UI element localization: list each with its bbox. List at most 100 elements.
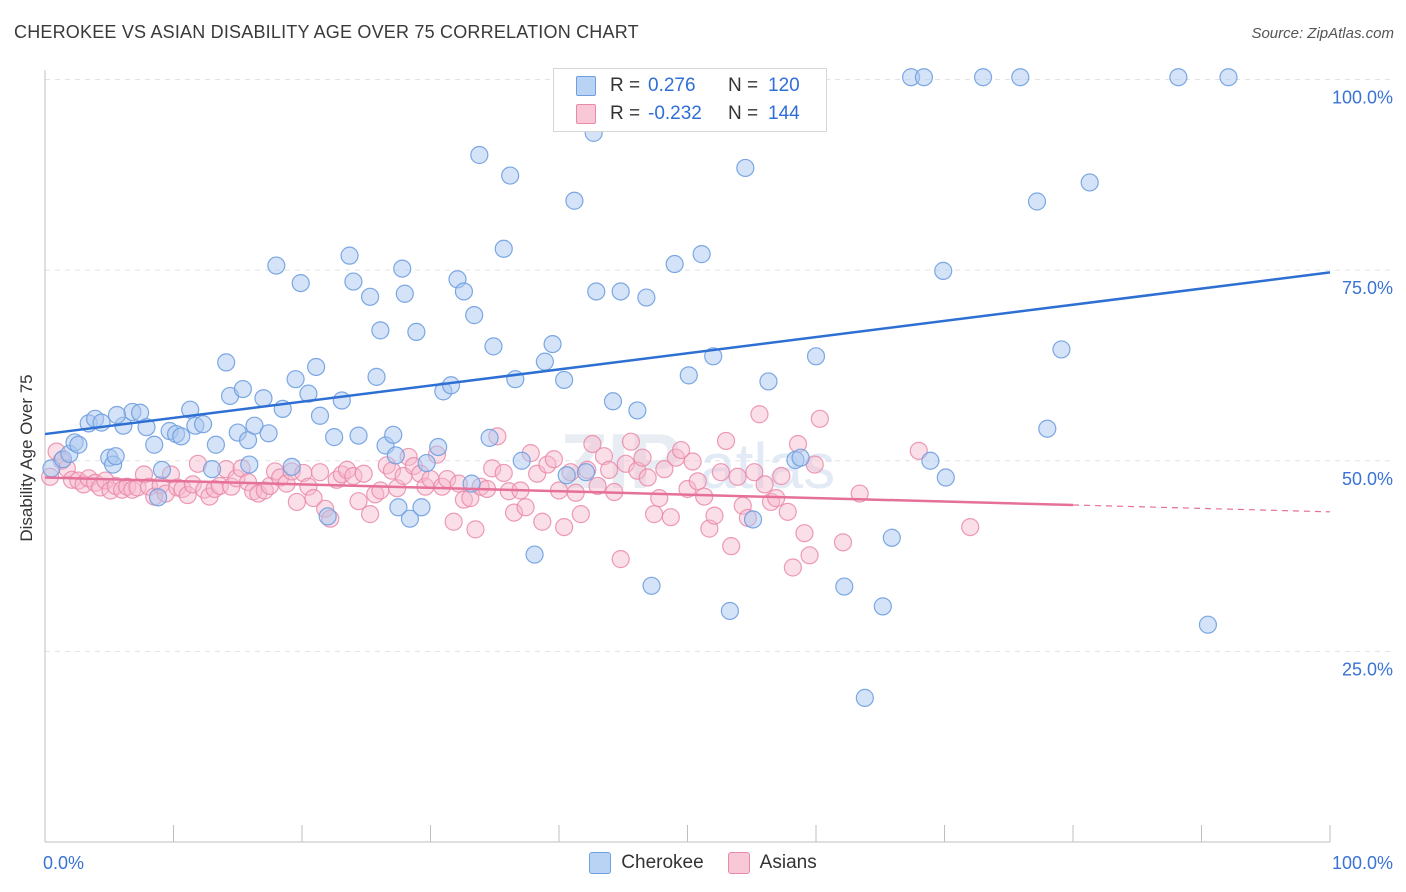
- legend-label-asians: Asians: [759, 852, 817, 873]
- y-tick-label: 75.0%: [1342, 278, 1393, 298]
- legend-item-asians: Asians: [727, 852, 817, 874]
- asians-point: [778, 502, 797, 521]
- legend-row-asians: R = -0.232 N = 144: [576, 101, 800, 127]
- chart-title: CHEROKEE VS ASIAN DISABILITY AGE OVER 75…: [14, 22, 639, 42]
- legend-item-cherokee: Cherokee: [589, 852, 704, 874]
- cherokee-point: [637, 288, 656, 307]
- asians-point: [533, 512, 552, 531]
- y-tick-label: 100.0%: [1332, 88, 1393, 108]
- series-legend: Cherokee Asians: [0, 852, 1406, 874]
- cherokee-point: [371, 321, 390, 340]
- cherokee-point: [914, 68, 934, 87]
- asians-point: [528, 464, 547, 483]
- asians-point: [178, 485, 197, 505]
- asians-point: [361, 505, 380, 524]
- r-value: 0.276: [648, 75, 696, 96]
- cherokee-point: [245, 416, 264, 435]
- cherokee-point: [254, 389, 273, 408]
- asians-point: [644, 505, 664, 524]
- gridlines: [45, 79, 1392, 652]
- cherokee-point: [973, 68, 993, 87]
- cherokee-point: [454, 282, 474, 301]
- asians-point: [695, 487, 714, 506]
- cherokee-point: [400, 509, 420, 528]
- x-tick-label: 0.0%: [43, 853, 84, 873]
- cherokee-point: [557, 466, 576, 485]
- cherokee-point: [628, 401, 647, 420]
- cherokee-point: [1011, 68, 1030, 87]
- asians-point: [783, 558, 802, 577]
- cherokee-point: [69, 435, 88, 454]
- cherokee-point: [806, 347, 826, 366]
- asians-point: [287, 492, 306, 512]
- cherokee-point: [936, 468, 955, 487]
- asians-point: [354, 464, 373, 483]
- cherokee-point: [736, 158, 755, 178]
- asians-point: [688, 472, 707, 491]
- cherokee-point: [407, 322, 426, 341]
- cherokee-point: [882, 528, 901, 547]
- asians-point: [555, 517, 574, 537]
- cherokee-point: [181, 400, 200, 419]
- asians-trend-line: [44, 476, 1074, 507]
- cherokee-point: [743, 510, 763, 529]
- cherokee-point: [441, 376, 461, 395]
- asians-point: [795, 524, 814, 543]
- asians-point: [705, 506, 724, 525]
- cherokee-point: [193, 415, 213, 434]
- cherokee-point: [384, 425, 403, 444]
- r-value: -0.232: [648, 103, 702, 124]
- asians-point: [678, 479, 697, 499]
- cherokee-trend-line: [44, 271, 1331, 436]
- cherokee-point: [512, 451, 531, 470]
- cherokee-point: [484, 337, 503, 356]
- cherokee-point: [318, 507, 337, 526]
- n-label: N =: [728, 75, 759, 96]
- cherokee-point: [1219, 68, 1238, 87]
- cherokee-legend-swatch: [589, 852, 612, 874]
- asians-point: [671, 440, 691, 460]
- cherokee-point: [282, 457, 301, 476]
- legend-label-cherokee: Cherokee: [621, 852, 704, 873]
- asians-point: [594, 447, 614, 466]
- asians-point: [716, 431, 736, 451]
- cherokee-point: [286, 370, 305, 389]
- cherokee-point: [642, 576, 661, 595]
- cherokee-point: [465, 306, 484, 325]
- cherokee-point: [873, 597, 892, 616]
- asians-point: [504, 503, 524, 522]
- cherokee-point: [395, 284, 414, 303]
- stats-legend: R = 0.276 N = 120 R = -0.232 N = 144: [553, 68, 827, 132]
- cherokee-point: [361, 287, 380, 306]
- asians-point: [583, 434, 602, 454]
- asians-point: [909, 441, 928, 460]
- r-label: R =: [610, 103, 641, 124]
- cherokee-point: [565, 191, 584, 210]
- asians-point: [494, 463, 513, 483]
- asians-point: [483, 459, 502, 478]
- asians-point: [650, 489, 669, 508]
- cherokee-point: [603, 392, 623, 411]
- asians-point: [112, 480, 132, 499]
- cherokee-point: [386, 446, 405, 465]
- asians-point: [711, 463, 731, 482]
- asians-point: [118, 477, 137, 496]
- cherokee-point: [576, 463, 596, 482]
- asians-point: [616, 454, 635, 473]
- asians-point: [850, 484, 869, 503]
- cherokee-point: [791, 448, 810, 467]
- cherokee-point: [107, 405, 127, 425]
- asians-point: [661, 508, 680, 527]
- asians-point: [516, 498, 535, 517]
- cherokee-point: [172, 427, 191, 446]
- cherokee-point: [325, 428, 344, 447]
- cherokee-point: [720, 601, 740, 621]
- cherokee-point: [340, 246, 359, 265]
- cherokee-points: [42, 68, 1238, 707]
- y-axis-label: Disability Age Over 75: [17, 374, 36, 542]
- cherokee-point: [1080, 173, 1099, 192]
- cherokee-point: [267, 256, 286, 275]
- cherokee-point: [332, 391, 351, 410]
- cherokee-point: [291, 273, 310, 293]
- cherokee-point: [692, 245, 711, 264]
